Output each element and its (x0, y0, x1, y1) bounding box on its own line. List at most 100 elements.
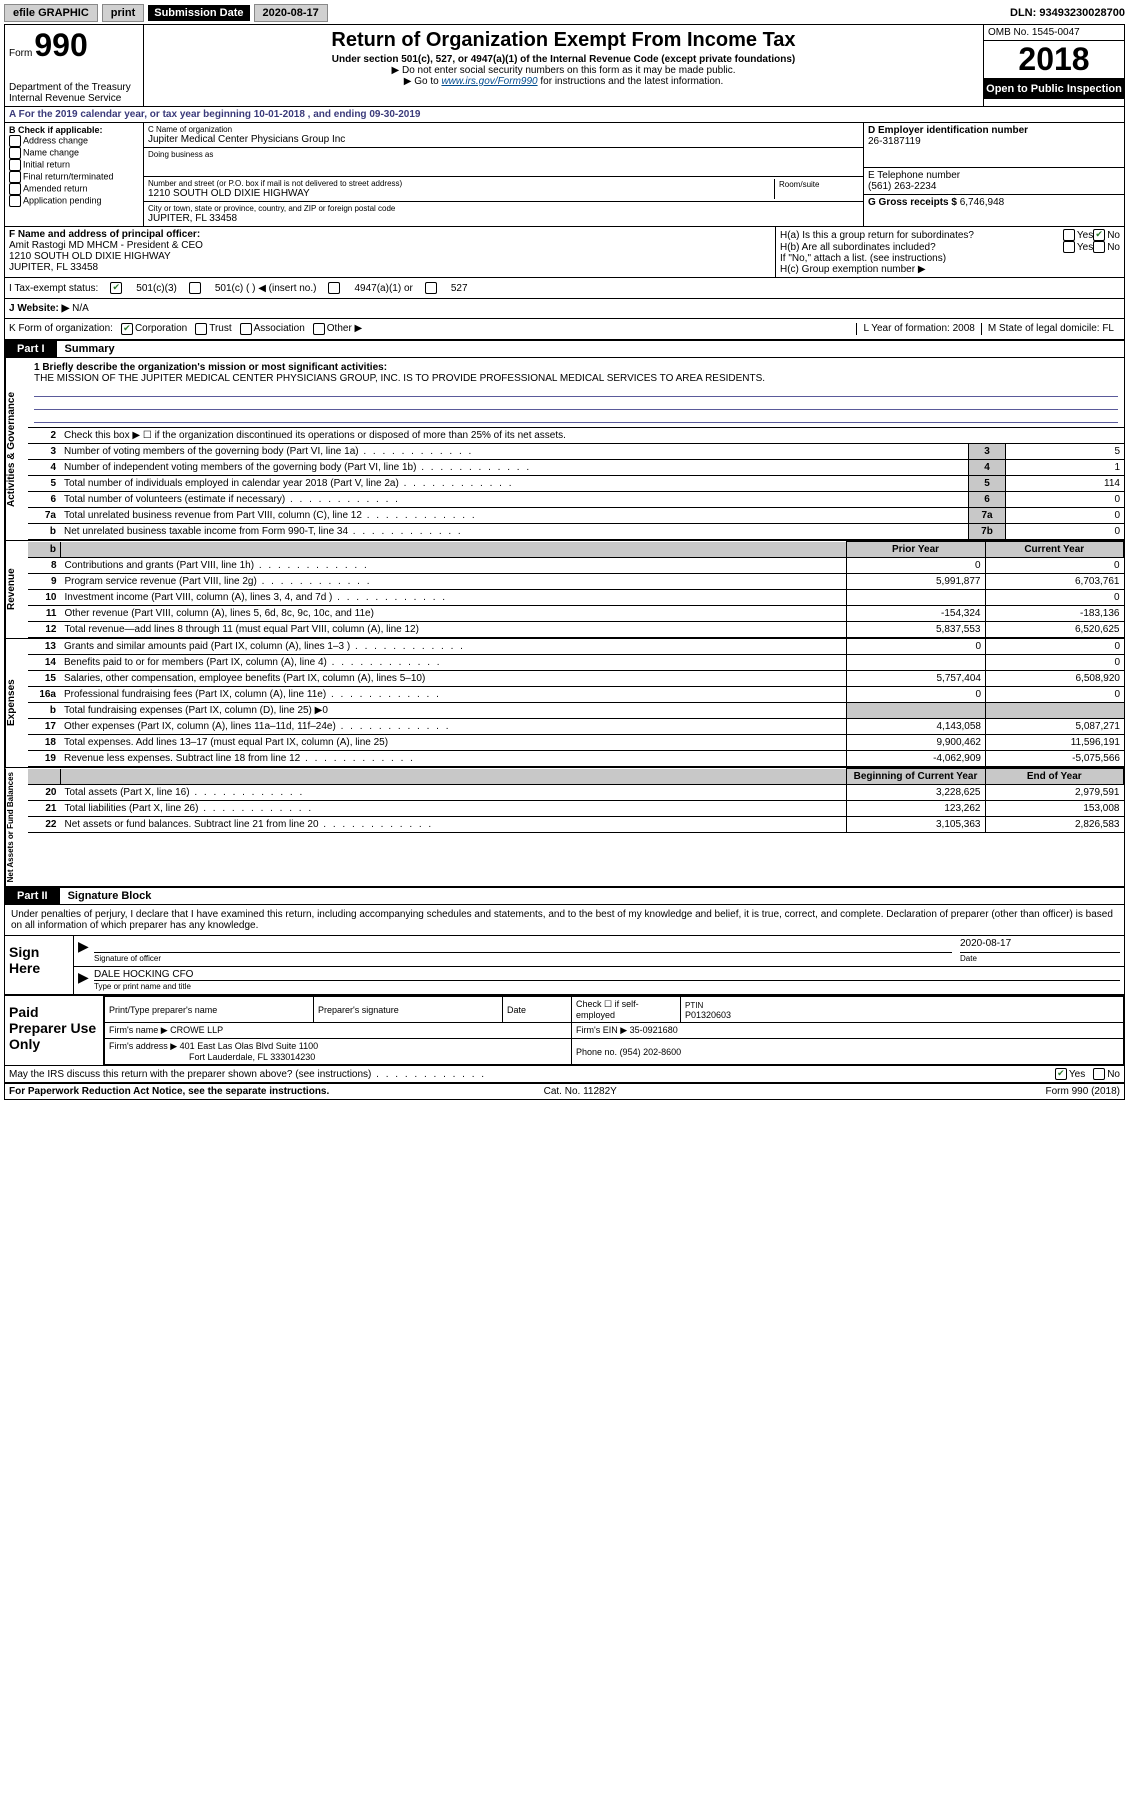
gross-receipts-label: G Gross receipts $ (868, 197, 957, 208)
ha-yes-lbl: Yes (1077, 230, 1093, 241)
rv9d: Program service revenue (Part VIII, line… (61, 574, 847, 590)
r7ab: 7a (969, 508, 1006, 524)
cb-amended[interactable] (9, 183, 21, 195)
dba-label: Doing business as (148, 150, 859, 159)
ex13c: 0 (986, 639, 1125, 655)
cb-4947[interactable] (328, 282, 340, 294)
irs-link[interactable]: www.irs.gov/Form990 (441, 76, 537, 87)
cb-name-change[interactable] (9, 147, 21, 159)
ex19p: -4,062,909 (847, 751, 986, 767)
cb-527[interactable] (425, 282, 437, 294)
ptin-value: P01320603 (685, 1010, 731, 1020)
discuss-yes-lbl: Yes (1069, 1069, 1085, 1080)
ex16an: 16a (28, 687, 60, 703)
na20c: 2,979,591 (985, 785, 1124, 801)
form-subtitle: Under section 501(c), 527, or 4947(a)(1)… (148, 54, 979, 65)
rv9p: 5,991,877 (846, 574, 985, 590)
lbl-assoc: Association (254, 323, 305, 335)
cb-app-pending[interactable] (9, 195, 21, 207)
ex18c: 11,596,191 (986, 735, 1125, 751)
form-word: Form (9, 48, 32, 59)
ein-value: 26-3187119 (868, 136, 1120, 147)
cb-address-change[interactable] (9, 135, 21, 147)
lbl-amended: Amended return (23, 183, 88, 193)
r7bv: 0 (1006, 524, 1125, 540)
firm-addr1: 401 East Las Olas Blvd Suite 1100 (180, 1041, 318, 1051)
ex18n: 18 (28, 735, 60, 751)
r7bn: b (28, 524, 60, 540)
lbl-4947: 4947(a)(1) or (354, 283, 412, 294)
na20d: Total assets (Part X, line 16) (61, 785, 847, 801)
ex18p: 9,900,462 (847, 735, 986, 751)
r3b: 3 (969, 444, 1006, 460)
officer-city: JUPITER, FL 33458 (9, 262, 771, 273)
r7av: 0 (1006, 508, 1125, 524)
side-net-assets: Net Assets or Fund Balances (5, 768, 28, 886)
rv10n: 10 (28, 590, 61, 606)
na22d: Net assets or fund balances. Subtract li… (61, 817, 847, 833)
sig-typed-label: Type or print name and title (94, 982, 191, 991)
lbl-501c3: 501(c)(3) (136, 283, 177, 294)
firm-ein-label: Firm's EIN ▶ (576, 1025, 627, 1035)
rv11d: Other revenue (Part VIII, column (A), li… (61, 606, 847, 622)
ha-yes-cb[interactable] (1063, 229, 1075, 241)
city-label: City or town, state or province, country… (148, 204, 859, 213)
na21p: 123,262 (846, 801, 985, 817)
prep-selfemp: Check ☐ if self-employed (572, 997, 681, 1023)
cb-501c3[interactable] (110, 282, 122, 294)
side-revenue: Revenue (5, 541, 28, 638)
firm-addr2: Fort Lauderdale, FL 333014230 (189, 1052, 315, 1062)
na21n: 21 (28, 801, 61, 817)
ex19c: -5,075,566 (986, 751, 1125, 767)
ssn-warning: ▶ Do not enter social security numbers o… (148, 65, 979, 76)
org-name-label: C Name of organization (148, 125, 859, 134)
cb-trust[interactable] (195, 323, 207, 335)
hb-no-cb[interactable] (1093, 241, 1105, 253)
hb-yes-cb[interactable] (1063, 241, 1075, 253)
cb-501c[interactable] (189, 282, 201, 294)
efile-label: efile GRAPHIC (4, 4, 98, 22)
cb-initial-return[interactable] (9, 159, 21, 171)
lbl-name-change: Name change (23, 147, 79, 157)
k-label: K Form of organization: (9, 323, 113, 335)
hb-no-lbl: No (1107, 242, 1120, 253)
print-button[interactable]: print (102, 4, 144, 22)
ex14d: Benefits paid to or for members (Part IX… (60, 655, 847, 671)
ha-no-cb[interactable] (1093, 229, 1105, 241)
rv10c: 0 (985, 590, 1124, 606)
ex18d: Total expenses. Add lines 13–17 (must eq… (60, 735, 847, 751)
sig-date-value: 2020-08-17 (960, 938, 1120, 953)
r4d: Number of independent voting members of … (60, 460, 969, 476)
street-value: 1210 SOUTH OLD DIXIE HIGHWAY (148, 188, 774, 199)
cb-assoc[interactable] (240, 323, 252, 335)
hdr-prior: Prior Year (846, 542, 985, 558)
ex14p (847, 655, 986, 671)
hb-yes-lbl: Yes (1077, 242, 1093, 253)
cb-other[interactable] (313, 323, 325, 335)
ex17d: Other expenses (Part IX, column (A), lin… (60, 719, 847, 735)
lbl-final-return: Final return/terminated (23, 171, 114, 181)
website-label: J Website: ▶ (9, 303, 69, 314)
discuss-yes-cb[interactable] (1055, 1068, 1067, 1080)
cb-corp[interactable] (121, 323, 133, 335)
rv11n: 11 (28, 606, 61, 622)
tax-year: 2018 (984, 41, 1124, 79)
discuss-no-cb[interactable] (1093, 1068, 1105, 1080)
cb-final-return[interactable] (9, 171, 21, 183)
ex16bn: b (28, 703, 60, 719)
lbl-trust: Trust (209, 323, 231, 335)
r3n: 3 (28, 444, 60, 460)
form-title: Return of Organization Exempt From Incom… (148, 29, 979, 52)
goto-pre: ▶ Go to (404, 76, 442, 87)
ex15n: 15 (28, 671, 60, 687)
r4b: 4 (969, 460, 1006, 476)
sig-typed-name: DALE HOCKING CFO (94, 969, 1120, 981)
ha-no-lbl: No (1107, 230, 1120, 241)
discuss-no-lbl: No (1107, 1069, 1120, 1080)
lbl-527: 527 (451, 283, 468, 294)
side-expenses: Expenses (5, 639, 28, 767)
r5v: 114 (1006, 476, 1125, 492)
hdr-current: Current Year (985, 542, 1124, 558)
lbl-501c: 501(c) ( ) ◀ (insert no.) (215, 283, 317, 294)
submission-date-label: Submission Date (148, 5, 249, 21)
